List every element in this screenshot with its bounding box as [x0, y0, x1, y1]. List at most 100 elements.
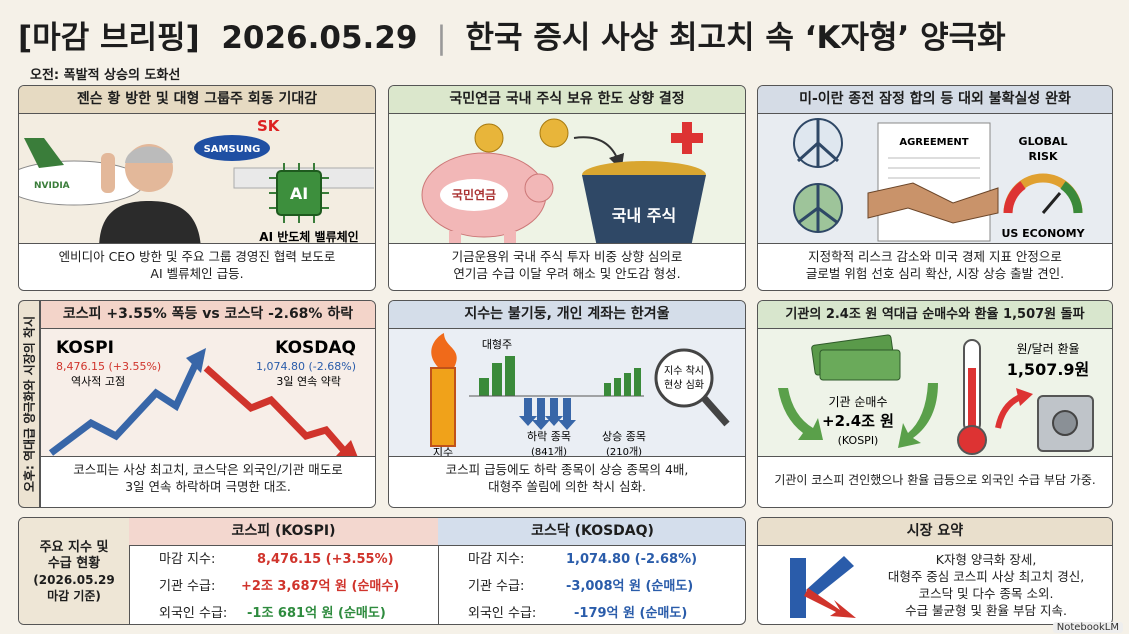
summary-line: 수급 불균형 및 환율 부담 지속.	[905, 603, 1067, 618]
shape	[1052, 410, 1078, 436]
summary: 시장 요약 K자형 양극화 장세, 대형주 중심 코스피 사상 최고치 경신, …	[757, 517, 1113, 625]
illustration: NVIDIA SAMSUNG SK AI AI 반도체 밸류체인	[19, 117, 374, 249]
shape	[48, 361, 200, 456]
shape	[1041, 192, 1062, 214]
morning-label: 오전: 폭발적 상승의 도화선	[30, 68, 181, 83]
panel-title: 코스피 +3.55% 폭등 vs 코스닥 -2.68% 하락	[41, 301, 375, 329]
shape	[778, 388, 823, 440]
label: 상승 종목	[602, 430, 646, 443]
caption: 기금운용위 국내 주식 투자 비중 상향 심의로 연기금 수급 이달 우려 해소…	[389, 243, 745, 290]
table-row: 마감 지수: 1,074.80 (-2.68%)	[438, 546, 745, 573]
shape	[524, 173, 554, 203]
shape	[806, 556, 854, 598]
separator: |	[436, 20, 447, 56]
shape	[1003, 181, 1026, 214]
row-value: +2조 3,687억 원 (순매수)	[241, 579, 400, 594]
shape	[101, 153, 115, 193]
shape	[797, 184, 839, 232]
caption: 기관이 코스피 견인했으나 환율 급등으로 외국인 수급 부담 가중.	[758, 456, 1112, 507]
shape	[898, 383, 938, 448]
shape	[558, 398, 576, 430]
shape	[888, 157, 980, 179]
caption-line: 주요 지수 및	[39, 540, 109, 555]
label: 역사적 고점	[71, 375, 125, 388]
header-date: 2026.05.29	[221, 20, 418, 56]
caption: 코스피는 사상 최고치, 코스닥은 외국인/기관 매도로 3일 연속 하락하며 …	[41, 456, 375, 507]
label: 8,476.15 (+3.55%)	[56, 360, 161, 373]
shape	[474, 123, 504, 153]
shape	[634, 368, 641, 396]
label: 하락 종목	[527, 429, 571, 443]
label: (841개)	[531, 446, 567, 458]
summary-text: K자형 양극화 장세, 대형주 중심 코스피 사상 최고치 경신, 코스닥 및 …	[868, 551, 1104, 619]
shape	[519, 398, 537, 426]
label: KOSDAQ	[275, 338, 356, 358]
caption-line: 지정학적 리스크 감소와 미국 경제 지표 안정으로	[808, 249, 1062, 264]
label: (210개)	[606, 446, 642, 458]
summary-line: 코스닥 및 다수 종목 소외.	[918, 586, 1054, 601]
row-value: 1,074.80 (-2.68%)	[566, 552, 698, 567]
shape	[336, 440, 359, 460]
caption-line: 대형주 쏠림에 의한 착시 심화.	[488, 479, 646, 494]
label: KOSPI	[56, 338, 114, 358]
afternoon-strip: 오후: 역대급 양극화와 시장의 착시	[18, 300, 40, 508]
shape	[431, 333, 457, 368]
label: 국민연금	[452, 187, 496, 202]
shape	[819, 349, 901, 381]
summary-title: 시장 요약	[758, 518, 1112, 546]
label: 원/달러 환율	[1016, 342, 1079, 356]
row-label: 마감 지수:	[468, 552, 525, 567]
shape	[186, 348, 206, 373]
row-label: 외국인 수급:	[468, 606, 537, 621]
shape	[203, 365, 349, 456]
shape	[867, 182, 999, 224]
caption-line: (2026.05.29	[33, 573, 115, 587]
shape	[125, 146, 173, 163]
shape	[492, 363, 502, 396]
table-row: 기관 수급: +2조 3,687억 원 (순매수)	[129, 573, 438, 600]
label: 대형주	[482, 338, 512, 351]
shape	[614, 378, 621, 396]
table-row: 마감 지수: 8,476.15 (+3.55%)	[129, 546, 438, 573]
shape	[654, 348, 714, 408]
caption: 엔비디아 CEO 방한 및 주요 그룹 경영진 협력 보도로 AI 벨류체인 급…	[19, 243, 375, 290]
shape	[682, 122, 692, 154]
illustration: AGREEMENT GLOBAL RISK US ECONOMY	[793, 118, 1086, 242]
panel-title: 미-이란 종전 잠정 합의 등 대외 불확실성 완화	[758, 86, 1112, 114]
caption-line: 글로벌 위험 선호 심리 확산, 시장 상승 출발 견인.	[805, 266, 1065, 281]
shape	[99, 201, 201, 249]
panel-title: 젠슨 황 방한 및 대형 그룹주 회동 기대감	[19, 86, 375, 114]
label: AGREEMENT	[899, 137, 968, 148]
shape	[957, 425, 987, 455]
illustration: 기관 순매수 +2.4조 원 (KOSPI) 원/달러 환율 1,507.9원	[778, 334, 1094, 455]
caption-line: AI 벨류체인 급등.	[150, 266, 244, 281]
shape	[604, 368, 641, 396]
shape	[430, 367, 456, 447]
shape	[877, 122, 991, 242]
caption-line: 연기금 수급 이달 우려 해소 및 안도감 형성.	[453, 266, 681, 281]
shape	[624, 373, 631, 396]
panel: 기관의 2.4조 원 역대급 순매수와 환율 1,507원 돌파 기관 순매수 …	[757, 300, 1113, 508]
shape	[479, 378, 489, 396]
panel: 미-이란 종전 잠정 합의 등 대외 불확실성 완화 AGREEMENT GLO…	[757, 85, 1113, 291]
table-caption: 주요 지수 및 수급 현황 (2026.05.29 마감 기준)	[19, 518, 130, 624]
shape	[968, 368, 976, 438]
label: SAMSUNG	[204, 144, 261, 155]
caption-line: 3일 연속 하락하며 극명한 대조.	[125, 479, 291, 494]
label: SK	[257, 117, 281, 135]
summary-line: K자형 양극화 장세,	[935, 552, 1037, 567]
shape	[804, 588, 856, 618]
table-row: 외국인 수급: -1조 681억 원 (순매도)	[129, 600, 438, 624]
label: 현상 심화	[664, 379, 704, 391]
label: 지수	[433, 446, 453, 459]
caption-line: 엔비디아 CEO 방한 및 주요 그룹 경영진 협력 보도로	[58, 249, 336, 264]
shape	[539, 118, 569, 148]
row-label: 마감 지수:	[159, 552, 216, 567]
panel-title: 국민연금 국내 주식 보유 한도 상향 결정	[389, 86, 745, 114]
label: GLOBAL	[1019, 135, 1068, 148]
afternoon-label: 오후: 역대급 양극화와 시장의 착시	[22, 315, 37, 493]
row-value: 8,476.15 (+3.55%)	[257, 552, 394, 567]
caption: 지정학적 리스크 감소와 미국 경제 지표 안정으로 글로벌 위험 선호 심리 …	[758, 243, 1112, 290]
caption-line: 마감 기준)	[47, 589, 101, 603]
shape	[604, 383, 611, 396]
